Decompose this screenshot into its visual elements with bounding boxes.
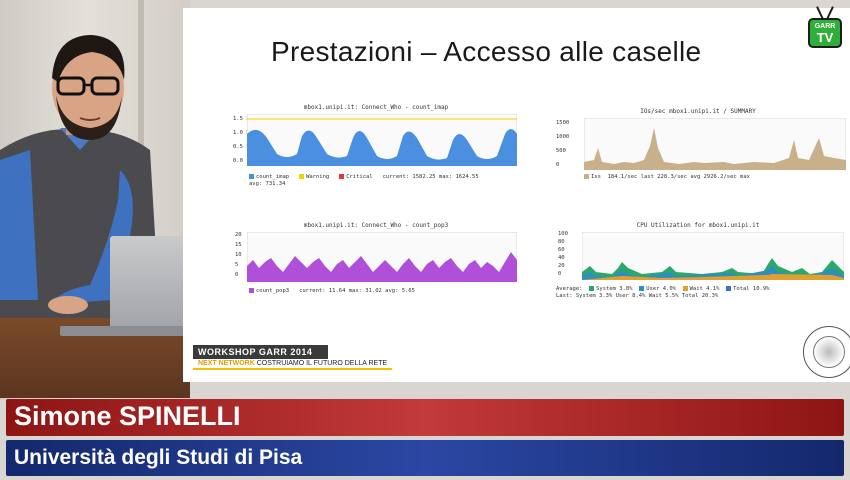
tv-icon: GARR TV: [808, 18, 842, 48]
graph-legend: Iss 184.1/sec last 228.3/sec avg 2926.2/…: [584, 174, 750, 181]
graph-imap-connections: mbox1.unipi.it: Connect_Who - count_imap…: [221, 104, 531, 194]
graph-legend: count_imap Warning Critical current: 158…: [249, 174, 479, 187]
y-axis-ticks: 1500 1000 500 0: [556, 120, 570, 168]
y-axis-ticks: 20 15 10 5 0: [235, 232, 242, 278]
speaker-affiliation-bar: [6, 440, 844, 476]
graph-title: IOs/sec mbox1.unipi.it / SUMMARY: [640, 108, 756, 115]
workshop-label: WORKSHOP GARR 2014: [193, 345, 328, 359]
y-axis-ticks: 1.5 k 1.0 k 0.5 k 0.0: [233, 116, 250, 164]
graph-legend: Average: System 3.8% User 4.0% Wait 4.1%…: [556, 286, 770, 299]
graph-title: mbox1.unipi.it: Connect_Who - count_pop3: [303, 222, 449, 229]
laptop: [110, 236, 186, 336]
graph-title: mbox1.unipi.it: Connect_Who - count_imap: [303, 104, 449, 111]
university-seal: [803, 326, 850, 378]
imap-area-plot: [247, 114, 517, 166]
ios-area-plot: [584, 118, 846, 170]
garr-tv-logo: GARR TV: [808, 6, 844, 50]
speaker-name-bar: [6, 399, 844, 436]
workshop-banner: WORKSHOP GARR 2014 NEXT NETWORK COSTRUIA…: [193, 345, 393, 370]
laptop-base: [60, 326, 190, 336]
speaker-affiliation: Università degli Studi di Pisa: [14, 446, 303, 469]
speaker-name: Simone SPINELLI: [14, 401, 241, 431]
presentation-slide: Prestazioni – Accesso alle caselle mbox1…: [183, 8, 850, 382]
graph-legend: count_pop3 current: 11.64 max: 31.02 avg…: [249, 288, 415, 295]
graph-cpu-utilization: CPU Utilization for mbox1.unipi.it 100 8…: [548, 222, 848, 322]
graph-ios-per-sec: IOs/sec mbox1.unipi.it / SUMMARY 1500 10…: [548, 108, 848, 198]
graph-title: CPU Utilization for mbox1.unipi.it: [636, 222, 760, 229]
cpu-area-plot: [582, 232, 844, 280]
graph-pop3-connections: mbox1.unipi.it: Connect_Who - count_pop3…: [221, 222, 531, 312]
seal-emblem: [813, 336, 845, 368]
workshop-tagline: NEXT NETWORK COSTRUIAMO IL FUTURO DELLA …: [193, 359, 393, 370]
pop3-area-plot: [247, 232, 517, 282]
slide-title: Prestazioni – Accesso alle caselle: [271, 36, 702, 67]
y-axis-ticks: 100 80 60 40 20 0: [558, 231, 568, 277]
